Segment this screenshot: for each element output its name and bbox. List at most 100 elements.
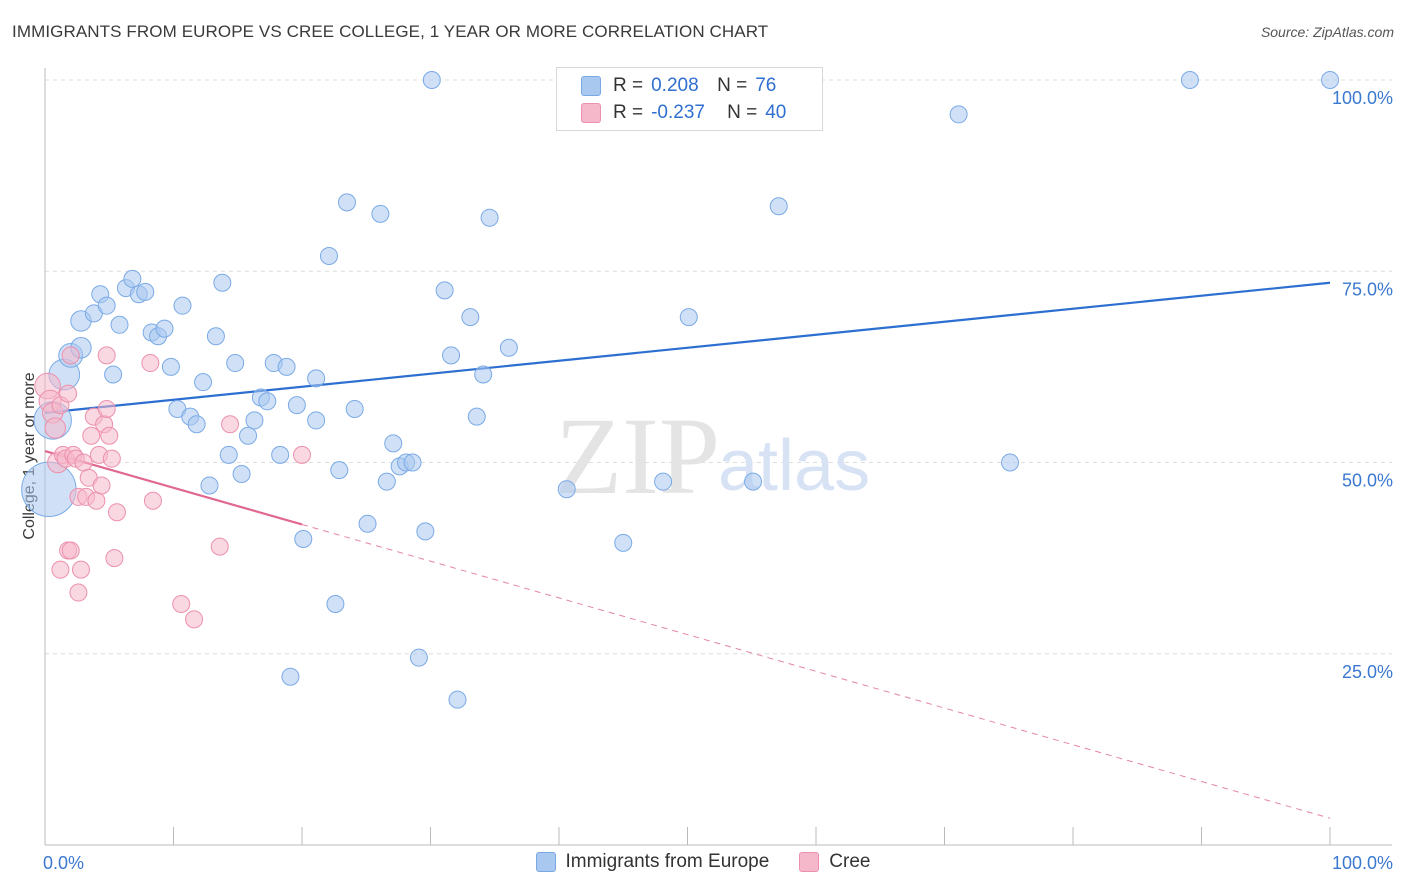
point-europe bbox=[110, 315, 129, 334]
point-cree bbox=[185, 610, 204, 629]
legend-r-label: R = bbox=[613, 102, 644, 123]
watermark-zip: ZIP bbox=[555, 395, 720, 517]
point-europe bbox=[557, 480, 576, 499]
point-europe bbox=[200, 476, 219, 495]
point-europe bbox=[358, 514, 377, 533]
legend-label-europe: Immigrants from Europe bbox=[565, 851, 770, 872]
point-cree bbox=[102, 449, 121, 468]
legend-swatch-cree bbox=[581, 103, 601, 123]
x-tick-label: 0.0% bbox=[43, 853, 84, 873]
legend-label-cree: Cree bbox=[829, 851, 871, 872]
point-europe bbox=[403, 453, 422, 472]
axes bbox=[44, 68, 1392, 846]
data-points bbox=[21, 71, 1339, 709]
point-cree bbox=[61, 541, 80, 560]
point-europe bbox=[435, 281, 454, 300]
point-cree bbox=[51, 560, 70, 579]
point-europe bbox=[258, 392, 277, 411]
point-cree bbox=[82, 426, 101, 445]
point-cree bbox=[293, 445, 311, 464]
watermark: ZIP atlas bbox=[555, 395, 870, 517]
point-cree bbox=[221, 415, 240, 434]
point-europe bbox=[467, 407, 486, 426]
legend-r-value-cree: -0.237 bbox=[651, 102, 705, 123]
stats-legend: R = 0.208 N = 76 R = -0.237 N = 40 bbox=[556, 67, 823, 131]
point-europe bbox=[21, 461, 77, 517]
legend-n-value-europe: 76 bbox=[755, 75, 777, 96]
point-cree bbox=[69, 583, 88, 602]
legend-item-europe[interactable]: Immigrants from Europe bbox=[535, 851, 770, 873]
point-europe bbox=[136, 282, 155, 301]
point-europe bbox=[161, 357, 180, 376]
point-cree bbox=[71, 560, 90, 579]
legend-item-cree[interactable]: Cree bbox=[799, 851, 870, 873]
y-tick-label: 50.0% bbox=[1342, 471, 1393, 491]
point-europe bbox=[416, 522, 435, 541]
point-cree bbox=[100, 426, 119, 445]
gridlines bbox=[45, 79, 1392, 655]
point-cree bbox=[141, 354, 160, 373]
point-europe bbox=[409, 648, 428, 667]
y-tick-label: 75.0% bbox=[1342, 279, 1393, 299]
y-tick-label: 25.0% bbox=[1342, 662, 1393, 682]
legend-n-label: N = bbox=[717, 75, 748, 96]
point-cree bbox=[105, 549, 124, 568]
point-cree bbox=[143, 491, 162, 510]
legend-r-value-europe: 0.208 bbox=[651, 75, 699, 96]
point-europe bbox=[1321, 71, 1339, 89]
point-europe bbox=[442, 346, 461, 365]
legend-n-value-cree: 40 bbox=[765, 102, 787, 123]
point-europe bbox=[461, 308, 480, 327]
point-europe bbox=[271, 445, 290, 464]
point-europe bbox=[173, 296, 192, 315]
point-europe bbox=[480, 208, 499, 227]
point-europe bbox=[769, 197, 788, 216]
point-cree bbox=[87, 491, 106, 510]
point-europe bbox=[319, 246, 338, 265]
legend-r-label: R = bbox=[613, 75, 644, 96]
point-europe bbox=[337, 193, 356, 212]
point-cree bbox=[59, 384, 78, 403]
legend-row-cree: R = -0.237 N = 40 bbox=[581, 99, 786, 127]
trend-line-europe bbox=[44, 281, 1331, 414]
point-europe bbox=[232, 464, 251, 483]
point-europe bbox=[219, 445, 238, 464]
point-europe bbox=[448, 690, 467, 709]
point-europe bbox=[499, 338, 518, 357]
point-europe bbox=[104, 365, 123, 384]
point-europe bbox=[287, 396, 306, 415]
point-cree bbox=[74, 453, 93, 472]
point-europe bbox=[384, 434, 403, 453]
point-europe bbox=[226, 354, 245, 373]
point-europe bbox=[949, 105, 968, 124]
chart-title: IMMIGRANTS FROM EUROPE VS CREE COLLEGE, … bbox=[12, 22, 769, 41]
point-cree bbox=[97, 346, 116, 365]
point-europe bbox=[277, 357, 296, 376]
series-legend: Immigrants from Europe Cree bbox=[0, 851, 1406, 873]
source-credit: Source: ZipAtlas.com bbox=[1260, 24, 1394, 40]
point-cree bbox=[97, 399, 116, 418]
point-europe bbox=[377, 472, 396, 491]
point-europe bbox=[1001, 453, 1020, 472]
point-europe bbox=[679, 308, 698, 327]
point-europe bbox=[614, 533, 633, 552]
x-tick-label: 100.0% bbox=[1332, 853, 1393, 873]
point-cree bbox=[61, 346, 80, 365]
legend-row-europe: R = 0.208 N = 76 bbox=[581, 72, 776, 100]
legend-swatch-europe bbox=[581, 76, 601, 96]
point-cree bbox=[210, 537, 229, 556]
point-europe bbox=[307, 369, 326, 388]
point-europe bbox=[97, 296, 116, 315]
point-europe bbox=[330, 461, 349, 480]
point-europe bbox=[123, 269, 142, 288]
point-cree bbox=[44, 417, 66, 439]
legend-swatch-europe bbox=[535, 852, 556, 872]
legend-n-label: N = bbox=[727, 102, 758, 123]
point-europe bbox=[294, 530, 313, 548]
point-europe bbox=[213, 273, 232, 292]
tick-labels: 25.0% 50.0% 75.0% 100.0% 0.0% 100.0% bbox=[43, 88, 1393, 873]
trend-line-cree-extrapolated bbox=[301, 523, 1331, 819]
point-cree bbox=[172, 595, 191, 614]
point-europe bbox=[1180, 71, 1199, 89]
